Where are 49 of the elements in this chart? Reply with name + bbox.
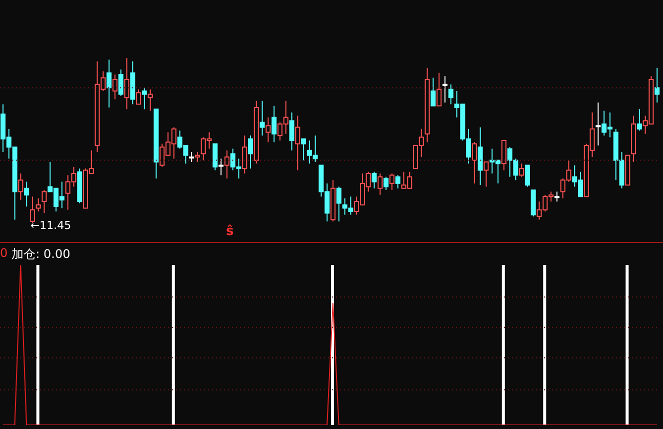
candlestick (272, 105, 277, 143)
candlestick (501, 140, 506, 171)
candlestick (106, 59, 112, 108)
candlestick (436, 72, 442, 106)
candlestick (112, 74, 118, 100)
candlestick (389, 173, 394, 190)
candlestick (295, 115, 300, 171)
candlestick (142, 87, 147, 110)
candlestick (519, 163, 524, 178)
candlestick (224, 150, 230, 179)
candlestick (524, 164, 530, 188)
candlestick (301, 138, 306, 161)
candlestick (24, 181, 30, 207)
candlestick (248, 135, 253, 170)
candlestick (378, 173, 383, 196)
candlestick (36, 198, 41, 212)
candlestick (194, 152, 200, 162)
candlestick (654, 67, 660, 104)
candlestick (42, 190, 47, 214)
candlestick (372, 171, 377, 189)
candlestick (430, 77, 436, 106)
candlestick (136, 88, 142, 105)
candlestick (148, 88, 153, 112)
candlestick (124, 58, 130, 110)
candlestick (289, 112, 294, 151)
candlestick (336, 186, 342, 222)
candlestick (212, 143, 218, 171)
candlestick (242, 135, 248, 174)
candlestick (384, 176, 389, 190)
candlestick (30, 196, 35, 223)
candlestick (636, 108, 642, 132)
candlestick (448, 84, 454, 105)
candlestick (266, 116, 271, 143)
candlestick (218, 158, 224, 176)
candlestick (118, 69, 124, 96)
annotation: ←11.45 (30, 219, 72, 232)
candlestick (472, 142, 477, 184)
candlestick (596, 102, 601, 146)
candlestick (484, 161, 489, 188)
candlestick (554, 191, 560, 202)
candlestick (395, 174, 400, 189)
candlestick (18, 173, 24, 200)
chart-title: 加仓: 0.00 (12, 246, 70, 263)
candlestick (442, 76, 448, 104)
candlestick (478, 126, 483, 186)
candlestick (189, 152, 194, 162)
candlestick (260, 100, 265, 136)
text: ŝ (226, 224, 234, 239)
text: 0 (0, 246, 8, 262)
